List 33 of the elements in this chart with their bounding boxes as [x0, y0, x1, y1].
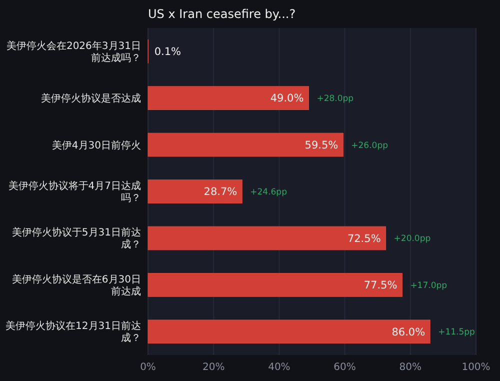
annotation: +26.0pp	[351, 140, 388, 151]
bar	[148, 226, 386, 250]
y-tick-label: 美伊停火协议将于4月7日达成吗？	[8, 180, 141, 204]
y-tick-label: 美伊停火会在2026年3月31日前达成吗？	[6, 40, 141, 64]
x-tick-label: 20%	[202, 362, 225, 373]
bar	[148, 320, 430, 344]
bar	[148, 132, 344, 157]
data-label: 49.0%	[270, 92, 304, 105]
y-tick-label: 美伊停火协议是否在6月30日前达成	[12, 273, 141, 298]
y-tick-label: 美伊停火协议是否达成	[41, 92, 141, 105]
annotation: +17.0pp	[410, 280, 448, 291]
x-tick-label: 0%	[140, 362, 156, 373]
bar	[148, 180, 242, 204]
bar	[148, 273, 402, 297]
y-tick-label: 美伊停火协议在12月31日前达成？	[6, 320, 141, 344]
x-tick-label: 60%	[334, 362, 356, 373]
annotation: +20.0pp	[394, 234, 431, 244]
y-tick-label: 美伊停火协议于5月31日前达成？	[12, 226, 141, 251]
x-tick-label: 80%	[399, 362, 422, 373]
data-label: 77.5%	[364, 280, 398, 292]
data-label: 28.7%	[204, 186, 238, 198]
chart-title: US x Iran ceasefire by...?	[148, 7, 296, 21]
x-tick-label: 100%	[462, 362, 490, 373]
annotation: +24.6pp	[250, 187, 287, 198]
bar	[148, 86, 309, 110]
data-label: 86.0%	[392, 326, 426, 338]
data-label: 72.5%	[347, 232, 381, 245]
x-tick-label: 40%	[268, 362, 290, 373]
y-tick-label: 美伊4月30日前停火	[52, 139, 141, 152]
data-label: 0.1%	[154, 46, 182, 58]
annotation: +11.5pp	[438, 328, 475, 338]
data-label: 59.5%	[304, 139, 338, 152]
annotation: +28.0pp	[316, 94, 354, 104]
